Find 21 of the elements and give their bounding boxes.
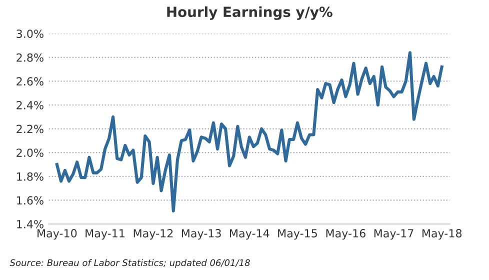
y-tick-label: 2.2% xyxy=(16,124,44,134)
x-tick-label: May-10 xyxy=(38,229,77,240)
y-tick-label: 1.6% xyxy=(17,196,44,205)
x-tick-label: May-17 xyxy=(374,229,414,240)
y-tick-label: 3.0% xyxy=(16,30,44,38)
y-tick-label: 2.4% xyxy=(16,100,44,110)
chart-title: Hourly Earnings y/y% xyxy=(167,6,332,20)
x-tick-label: May-16 xyxy=(326,229,366,240)
y-tick-label: 1.8% xyxy=(17,172,44,181)
x-tick-label: May-12 xyxy=(134,229,173,240)
source-note: Source: Bureau of Labor Statistics; updated 06/01/18 xyxy=(10,259,250,268)
y-tick-label: 1.4% xyxy=(17,220,44,228)
line-series xyxy=(55,51,444,212)
y-tick-label: 2.0% xyxy=(16,148,44,157)
x-tick-label: May-18 xyxy=(422,229,462,240)
x-tick-label: May-11 xyxy=(86,229,124,240)
x-tick-label: May-14 xyxy=(230,229,270,240)
x-tick-label: May-15 xyxy=(278,229,317,240)
y-tick-label: 2.6% xyxy=(16,77,44,86)
y-tick-label: 2.8% xyxy=(16,53,44,62)
x-tick-label: May-13 xyxy=(182,229,221,240)
